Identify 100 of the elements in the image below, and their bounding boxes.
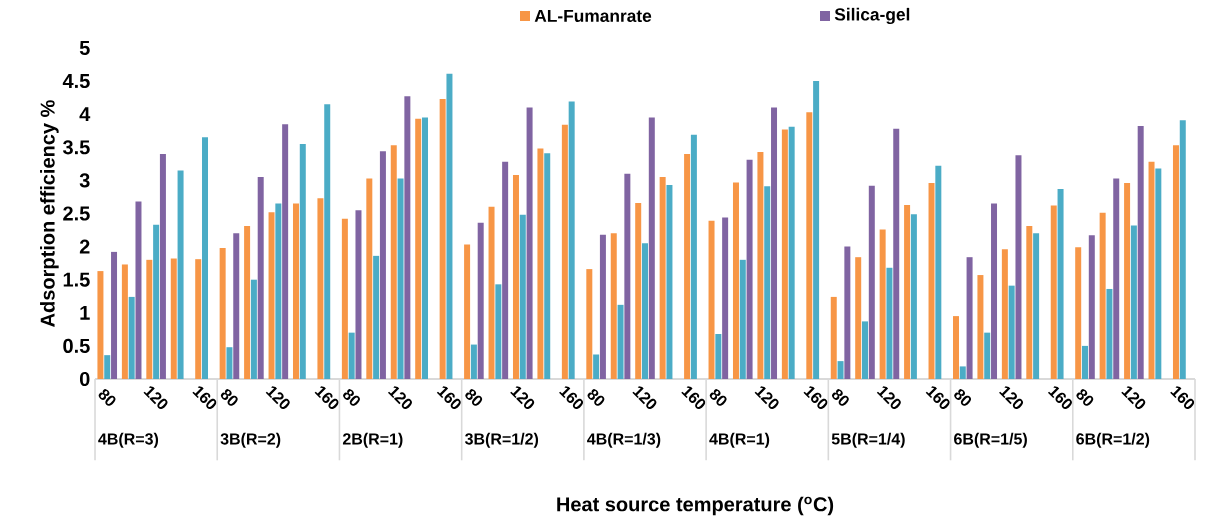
bar <box>1057 189 1064 379</box>
bar <box>844 246 851 379</box>
bar <box>1075 247 1082 379</box>
bar <box>659 177 666 379</box>
bar <box>928 183 935 379</box>
y-tick-label: 1 <box>80 305 90 320</box>
bar <box>610 233 617 379</box>
y-tick-label: 2 <box>79 239 90 254</box>
bar <box>879 229 886 379</box>
bar <box>862 321 868 379</box>
bar <box>233 233 240 379</box>
bar <box>1155 168 1162 379</box>
x-tick-label: 160 <box>192 386 217 409</box>
bar <box>177 170 184 379</box>
bar <box>1148 161 1155 379</box>
bar <box>1137 126 1144 379</box>
bar <box>732 182 739 379</box>
y-tick-label: 5 <box>79 41 90 55</box>
y-tick-label: 0 <box>79 371 90 387</box>
bar <box>910 214 917 379</box>
bar <box>128 296 135 379</box>
y-axis-title: Adsorption efficiency % <box>40 100 59 327</box>
bar <box>299 143 306 379</box>
bar <box>1001 249 1008 379</box>
bar <box>366 178 373 379</box>
bar <box>648 117 655 379</box>
bar <box>977 275 984 379</box>
bar <box>397 178 404 379</box>
bar <box>984 332 991 379</box>
bar <box>966 257 973 379</box>
x-tick-label: 160 <box>436 386 461 409</box>
text: 6B(R=1/2) <box>1076 432 1150 448</box>
bar <box>781 129 788 379</box>
bar <box>935 165 942 379</box>
x-tick-label: 80 <box>98 389 116 406</box>
bar <box>1179 120 1186 379</box>
bar <box>746 159 753 379</box>
bar <box>1008 285 1015 379</box>
x-tick-label: 120 <box>510 386 535 409</box>
bar <box>477 222 484 379</box>
bar <box>624 173 631 379</box>
bar <box>250 279 257 379</box>
x-tick-label: 160 <box>559 386 584 409</box>
x-tick-label: 160 <box>1170 386 1195 409</box>
bar <box>519 214 526 379</box>
bar <box>219 247 226 379</box>
y-tick-label: 4.5 <box>62 74 90 89</box>
bar <box>439 98 446 379</box>
bar <box>275 203 282 379</box>
bar <box>317 198 324 379</box>
bar <box>512 175 519 379</box>
text: 4B(R=1) <box>709 432 770 448</box>
bar <box>292 203 299 379</box>
x-tick-label: 80 <box>343 389 360 406</box>
text: 2B(R=1) <box>342 432 403 448</box>
bar <box>488 206 495 379</box>
x-tick-label: 120 <box>876 386 901 409</box>
bar <box>684 153 691 379</box>
bar <box>324 104 331 379</box>
bar <box>788 126 795 379</box>
bar <box>813 81 820 379</box>
y-tick-label: 2.5 <box>63 206 90 221</box>
x-tick-label: 120 <box>632 386 657 409</box>
bar <box>495 284 502 379</box>
bar <box>886 267 893 379</box>
bar <box>268 212 275 379</box>
bar <box>373 255 380 379</box>
x-tick-label: 120 <box>999 386 1024 409</box>
bar <box>104 355 111 379</box>
bar <box>952 316 959 379</box>
bar <box>537 148 544 379</box>
x-tick-label: 80 <box>831 389 849 406</box>
bar <box>226 347 233 379</box>
x-tick-label: 120 <box>265 386 290 409</box>
bar <box>404 96 411 379</box>
bar <box>771 107 778 379</box>
x-tick-label: 80 <box>587 389 605 406</box>
bar <box>446 73 453 379</box>
x-tick-label: 160 <box>681 386 706 409</box>
bar <box>561 124 568 379</box>
bar <box>1050 205 1057 379</box>
bar <box>341 218 348 379</box>
y-tick-label: 3 <box>79 173 90 188</box>
bar <box>1099 212 1106 379</box>
bar <box>159 153 166 379</box>
bar <box>708 220 715 379</box>
bar <box>544 153 551 379</box>
bar <box>868 185 875 379</box>
bar <box>390 145 397 379</box>
bar <box>1113 178 1120 379</box>
bar <box>464 244 471 379</box>
y-tick-label: 1.5 <box>63 272 90 287</box>
bar <box>666 185 673 379</box>
bar <box>830 296 837 379</box>
bar <box>470 344 477 379</box>
bar <box>1082 345 1088 379</box>
bar <box>904 204 911 379</box>
bar <box>1172 145 1179 379</box>
bar <box>690 134 697 379</box>
bar <box>1033 233 1040 379</box>
